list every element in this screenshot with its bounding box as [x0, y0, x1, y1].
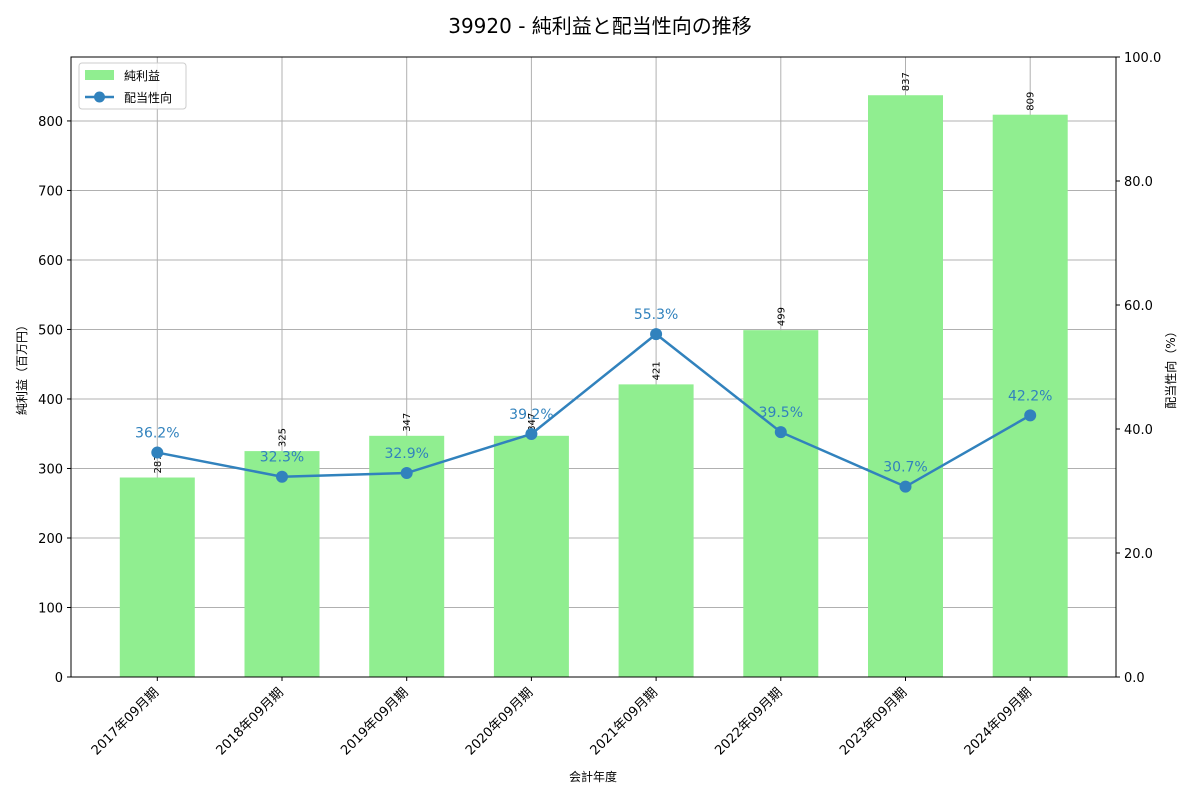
bar-value-labels: 287 325 347 347 421 499 837 809 [153, 72, 1037, 473]
data-point-marker [650, 328, 663, 341]
bar-value-label: 421 [652, 361, 663, 380]
bar [868, 95, 943, 677]
bar-value-label: 325 [278, 428, 289, 447]
tick-label: 0.0 [1124, 671, 1145, 686]
legend-marker-icon [94, 91, 105, 103]
tick-label: 40.0 [1124, 423, 1153, 438]
tick-label: 400 [38, 393, 63, 408]
tick-label: 0 [55, 671, 63, 686]
bar [244, 451, 320, 677]
data-point-marker [276, 470, 288, 483]
tick-label: 600 [38, 254, 63, 269]
left-y-axis-label: 純利益（百万円） [15, 319, 29, 415]
percent-label: 39.5% [759, 405, 803, 421]
data-point-marker [400, 467, 413, 480]
bar-value-label: 347 [402, 413, 413, 432]
x-axis: 2017年09月期 2018年09月期 2019年09月期 2020年09月期 2021… [89, 677, 1035, 759]
percent-label: 32.3% [260, 450, 304, 466]
tick-label: 800 [38, 115, 63, 130]
x-axis-label: 会計年度 [569, 769, 617, 784]
right-y-axis: 0.0 20.0 40.0 60.0 80.0 100.0 [1116, 51, 1161, 686]
category-label: 2020年09月期 [463, 685, 536, 758]
payout-ratio-line [157, 332, 1031, 489]
data-point-marker [774, 426, 787, 439]
left-y-axis: 0 100 200 300 400 500 600 700 800 [38, 115, 71, 686]
plot-frame [70, 56, 1117, 678]
legend-label-payout-ratio: 配当性向 [124, 90, 172, 105]
category-label: 2023年09月期 [837, 685, 910, 758]
bar [992, 114, 1068, 678]
tick-label: 20.0 [1124, 547, 1153, 562]
tick-label: 200 [38, 532, 63, 547]
tick-label: 60.0 [1124, 299, 1153, 314]
category-label: 2024年09月期 [962, 685, 1035, 758]
tick-label: 500 [38, 323, 63, 338]
bar-value-label: 347 [527, 413, 538, 432]
bar-value-label: 809 [1026, 92, 1037, 111]
tick-label: 700 [38, 184, 63, 199]
category-label: 2017年09月期 [89, 685, 162, 758]
percent-label: 55.3% [634, 307, 678, 323]
chart-title: 39920 - 純利益と配当性向の推移 [448, 14, 752, 38]
legend: 純利益 配当性向 [78, 62, 187, 110]
tick-label: 100 [38, 601, 63, 616]
percent-label: 39.2% [509, 407, 553, 423]
percent-label: 32.9% [384, 446, 428, 462]
category-label: 2018年09月期 [214, 685, 287, 758]
data-point-marker [151, 446, 164, 459]
gridlines [71, 57, 1116, 678]
bar-series [119, 95, 1068, 678]
line-series [151, 328, 1037, 493]
bar [493, 435, 569, 677]
tick-label: 300 [38, 462, 63, 477]
category-label: 2019年09月期 [338, 685, 411, 758]
percent-label: 30.7% [883, 460, 927, 476]
bar-value-label: 837 [901, 72, 912, 91]
bar-value-label: 499 [776, 307, 787, 326]
category-label: 2021年09月期 [588, 685, 661, 758]
bar [119, 477, 195, 677]
tick-label: 100.0 [1124, 51, 1161, 66]
data-point-marker [525, 427, 538, 440]
data-point-marker [1024, 409, 1037, 422]
bar-value-label: 287 [153, 454, 164, 473]
bar [743, 330, 819, 677]
legend-label-net-income: 純利益 [124, 69, 160, 83]
line-value-labels: 36.2% 32.3% 32.9% 39.2% 55.3% 39.5% 30.7% 42.2% [135, 307, 1052, 476]
category-label: 2022年09月期 [712, 685, 785, 758]
right-y-axis-label: 配当性向（%） [1163, 325, 1178, 408]
percent-label: 42.2% [1008, 388, 1052, 404]
percent-label: 36.2% [135, 426, 179, 442]
data-point-marker [899, 480, 912, 493]
tick-label: 80.0 [1124, 175, 1153, 190]
bar [618, 384, 694, 677]
legend-bar-swatch [85, 70, 114, 80]
